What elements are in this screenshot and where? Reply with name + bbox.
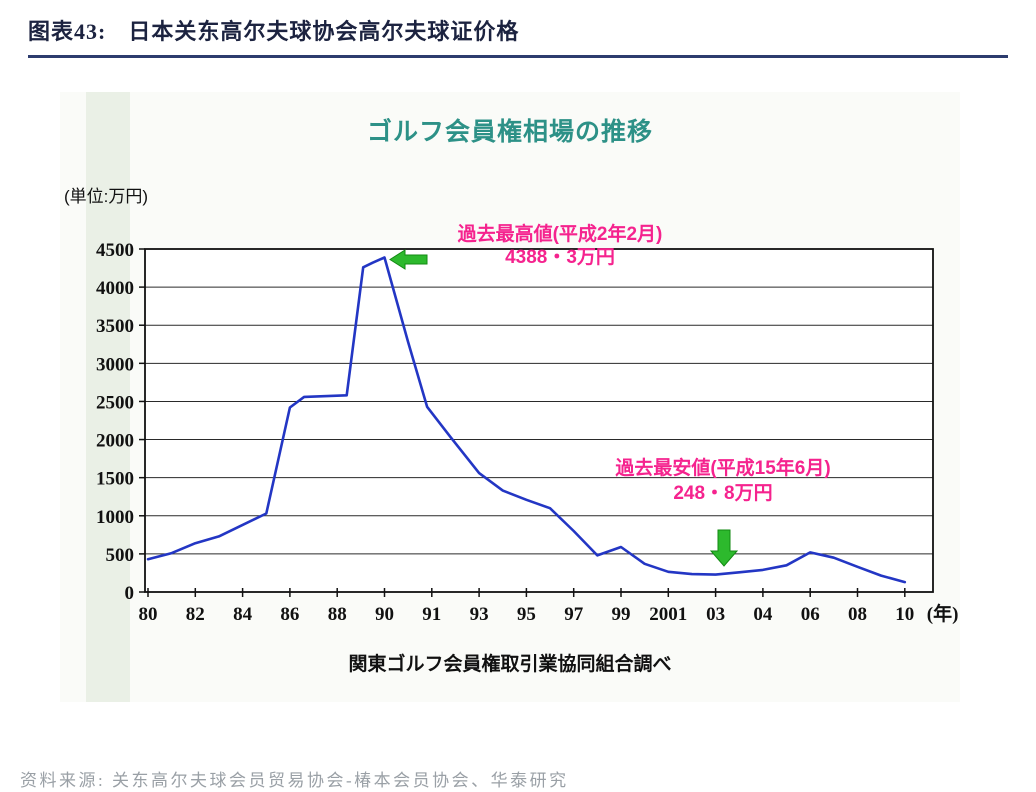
- x-tick-label: 99: [612, 604, 631, 625]
- x-tick-label: 97: [564, 604, 584, 625]
- annotation-min-label: 過去最安値(平成15年6月): [615, 456, 830, 479]
- x-tick-label: 86: [280, 604, 299, 625]
- figure-number: 图表43:: [28, 19, 107, 44]
- x-tick-label: 03: [706, 604, 725, 625]
- x-tick-label: 91: [422, 604, 441, 625]
- x-tick-label: 2001: [649, 604, 687, 625]
- y-tick-label: 1000: [96, 507, 134, 528]
- x-tick-label: 08: [848, 604, 867, 625]
- x-tick-label: 93: [470, 604, 489, 625]
- page-title: 日本关东高尔夫球协会高尔夫球证价格: [128, 19, 520, 44]
- x-tick-label: 95: [517, 604, 536, 625]
- x-tick-label: 82: [186, 604, 205, 625]
- y-tick-label: 3500: [96, 316, 134, 337]
- x-axis-unit-label: (年): [927, 602, 959, 625]
- y-tick-label: 1500: [96, 469, 134, 490]
- x-tick-label: 04: [753, 604, 773, 625]
- x-tick-label: 84: [233, 604, 253, 625]
- membership-price-line-chart: 0 500 1000 1500 2000 2500 3000 3500 4000 4500 80 82…: [96, 222, 959, 625]
- x-tick-label: 06: [801, 604, 820, 625]
- figure-title-line: 图表43: 日本关东高尔夫球协会高尔夫球证价格: [28, 14, 1008, 46]
- y-tick-label: 3000: [96, 354, 134, 375]
- x-tick-label: 80: [139, 604, 158, 625]
- x-tick-label: 10: [895, 604, 914, 625]
- y-tick-label: 2500: [96, 392, 134, 413]
- chart-title: ゴルフ会員権相場の推移: [366, 118, 653, 146]
- title-divider: [28, 55, 1008, 58]
- source-row: 资料来源: 关东高尔夫球会员贸易协会-椿本会员协会、华泰研究: [20, 766, 1036, 791]
- y-tick-label: 4500: [96, 240, 134, 261]
- plot-border: [144, 248, 934, 593]
- chart-figure: ゴルフ会員権相場の推移 (単位:万円) 0 500 1000 1500 2000 2500…: [60, 92, 960, 702]
- annotation-max-label: 過去最高値(平成2年2月): [458, 222, 663, 245]
- max-arrow-icon: [389, 249, 428, 270]
- y-tick-label: 4000: [96, 278, 134, 299]
- y-tick-label: 0: [125, 583, 135, 604]
- y-axis-unit-label: (単位:万円): [64, 187, 149, 206]
- annotation-max-value: 4388・3万円: [505, 247, 615, 268]
- y-tick-label: 2000: [96, 431, 134, 452]
- annotation-min-value: 248・8万円: [673, 483, 772, 504]
- x-tick-label: 88: [328, 604, 347, 625]
- min-arrow-icon: [709, 529, 739, 567]
- chart-caption: 関東ゴルフ会員権取引業協同組合調べ: [348, 654, 672, 675]
- plot-area: [145, 249, 933, 592]
- y-tick-label: 500: [106, 545, 135, 566]
- x-tick-label: 90: [375, 604, 394, 625]
- price-line: [146, 256, 907, 584]
- source-text: 资料来源: 关东高尔夫球会员贸易协会-椿本会员协会、华泰研究: [20, 771, 569, 790]
- report-header: 图表43: 日本关东高尔夫球协会高尔夫球证价格: [0, 0, 1036, 46]
